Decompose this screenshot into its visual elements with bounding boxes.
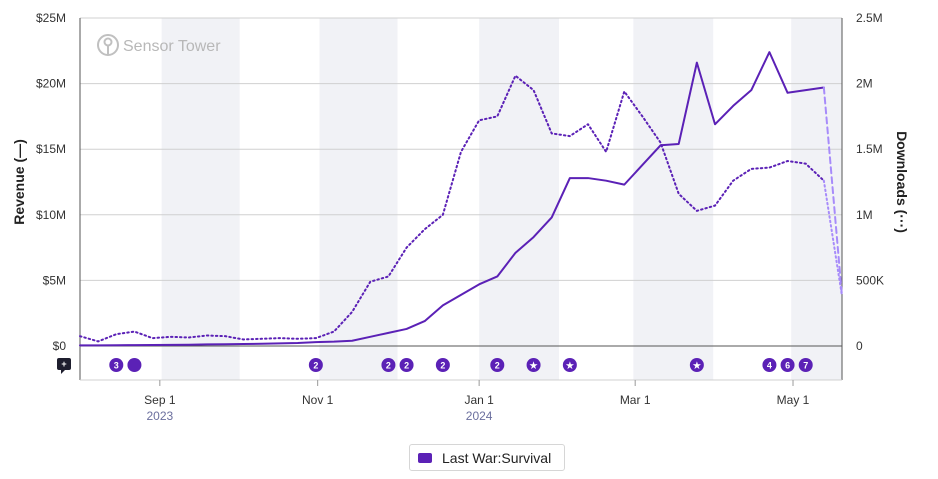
watermark-text: Sensor Tower: [123, 38, 221, 55]
annotation-marker-label-0: 3: [114, 361, 119, 371]
y-tick-right-3: 1.5M: [856, 142, 883, 156]
y-tick-right-0: 0: [856, 339, 863, 353]
legend-item-last-war[interactable]: Last War:Survival: [409, 444, 565, 471]
y-tick-right-1: 500K: [856, 273, 884, 287]
month-band-1: [319, 18, 398, 380]
series-line-downloads: [79, 74, 825, 343]
annotation-marker-label-3: 2: [386, 361, 391, 371]
x-tick-label-4: May 1: [777, 393, 810, 407]
x-tick-label-2: Jan 1: [464, 393, 494, 407]
x-tick-label-3: Mar 1: [620, 393, 651, 407]
annotation-marker-label-4: 2: [404, 361, 409, 371]
month-band-2: [479, 18, 559, 380]
y-tick-right-4: 2M: [856, 77, 873, 91]
annotation-marker-label-8: ★: [566, 361, 575, 371]
y-tick-left-0: $0: [53, 339, 67, 353]
annotation-marker-0: [109, 358, 124, 372]
legend-swatch: [418, 452, 432, 463]
annotation-marker-label-2: 2: [313, 361, 318, 371]
sensor-tower-logo-icon: [97, 34, 119, 56]
annotation-markers: +3 2 2 2 2 2 ★ ★ ★ 4 6 7: [57, 358, 813, 374]
month-band-0: [161, 18, 240, 380]
series-line-revenue: [79, 51, 825, 347]
annotation-marker-12: [798, 358, 813, 372]
x-tick-year-2: 2024: [466, 409, 493, 423]
annotation-marker-5: [435, 358, 450, 372]
annotation-marker-10: [762, 358, 777, 372]
annotation-marker-2: [308, 358, 323, 372]
y-tick-left-2: $10M: [36, 208, 66, 222]
annotation-marker-label-9: ★: [693, 361, 702, 371]
y-tick-right-5: 2.5M: [856, 11, 883, 25]
annotation-marker-label-7: ★: [530, 361, 539, 371]
annotation-marker-4: [399, 358, 414, 372]
annotation-marker-label-6: 2: [495, 361, 500, 371]
comment-icon-tail: [61, 370, 65, 374]
annotation-marker-label-10: 4: [767, 361, 772, 371]
annotation-marker-label-5: 2: [440, 361, 445, 371]
month-bands: [161, 18, 842, 380]
y-tick-left-3: $15M: [36, 142, 66, 156]
axes: [79, 18, 843, 386]
y-tick-left-4: $20M: [36, 77, 66, 91]
y-tick-left-1: $5M: [43, 273, 66, 287]
annotation-marker-3: [381, 358, 396, 372]
month-band-3: [633, 18, 714, 380]
y-tick-left-5: $25M: [36, 11, 66, 25]
annotation-marker-11: [780, 358, 795, 372]
series: [79, 51, 843, 347]
y-tick-right-2: 1M: [856, 208, 873, 222]
y-axis-right-title: Downloads (···): [894, 131, 910, 233]
watermark: Sensor Tower: [97, 34, 221, 56]
comment-icon: [57, 358, 71, 370]
tick-labels: $0 0 $5M 500K $10M 1M $15M 1.5M $20M 2M $25M 2.5M Se…: [36, 11, 884, 423]
grid-lines: [80, 17, 842, 347]
x-tick-year-0: 2023: [146, 409, 173, 423]
series-projection-downloads: [822, 179, 843, 298]
legend-label: Last War:Survival: [442, 449, 552, 466]
x-tick-label-1: Nov 1: [302, 393, 334, 407]
annotation-marker-label-12: 7: [803, 361, 808, 371]
annotation-marker-1: [127, 358, 142, 372]
y-axis-left-title: Revenue (—): [11, 139, 27, 225]
annotation-marker-8: [562, 358, 577, 372]
series-projection-revenue: [822, 86, 843, 298]
annotation-marker-7: [526, 358, 541, 372]
annotation-marker-6: [490, 358, 505, 372]
comment-icon-plus: +: [61, 359, 66, 369]
annotation-marker-label-11: 6: [785, 361, 790, 371]
annotation-marker-9: [689, 358, 704, 372]
x-tick-label-0: Sep 1: [144, 393, 176, 407]
